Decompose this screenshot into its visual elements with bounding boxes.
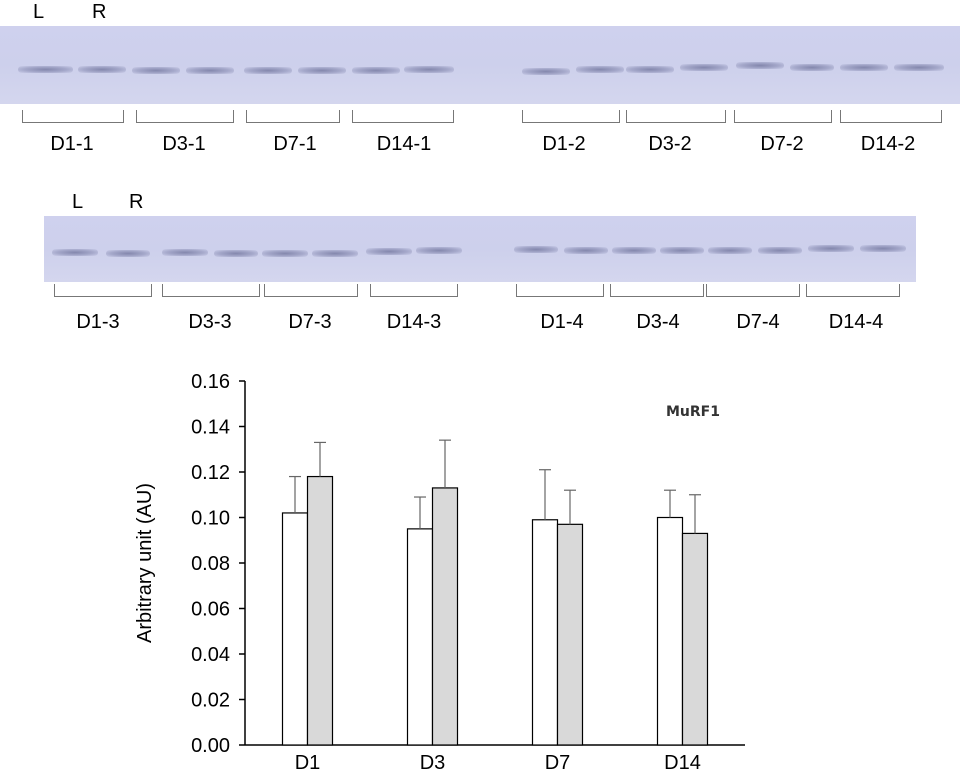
y-tick-label: 0.08 [191,553,230,575]
bar-L-D14 [656,516,684,746]
blot-band [564,247,608,254]
blot-band [416,247,462,254]
lane-label-left: L [72,191,84,213]
group-bracket [840,110,942,123]
blot-band [162,249,208,256]
blot-band [522,68,570,75]
group-bracket [264,284,358,297]
y-tick-label: 0.00 [191,735,230,757]
lane-label-right: R [92,1,107,23]
group-label: D1-3 [76,311,120,333]
blot-band [894,64,944,71]
group-label: D3-2 [648,133,692,155]
y-tick-label: 0.06 [191,599,230,621]
group-bracket [734,110,832,123]
blot-band [790,64,834,71]
blot-band [312,250,358,257]
blot-band [808,245,854,252]
blot-band [78,66,126,73]
blot-band [132,67,180,74]
y-tick-label: 0.12 [191,462,230,484]
blot-band [514,246,558,253]
y-tick-label: 0.16 [191,371,230,393]
x-tick-label: D3 [420,752,446,774]
blot-band [576,66,624,73]
blot-band [404,66,454,73]
y-tick-label: 0.04 [191,644,230,666]
group-bracket [370,284,458,297]
blot-band [660,247,704,254]
blot-band [106,250,150,257]
chart-title: MuRF1 [666,404,720,420]
bar-R-D1 [306,475,334,746]
group-bracket [806,284,900,297]
western-blot-1 [0,26,960,104]
bar-L-D1 [281,512,309,746]
group-label: D7-3 [288,311,332,333]
group-label: D14-3 [386,311,442,333]
blot-band [262,250,308,257]
group-bracket [22,110,124,123]
bar-R-D7 [556,523,584,746]
group-label: D14-4 [828,311,884,333]
y-axis-label: Arbitrary unit (AU) [134,483,156,643]
group-label: D7-2 [760,133,804,155]
blot-band [186,67,234,74]
group-bracket [516,284,604,297]
group-label: D1-4 [540,311,584,333]
bar-L-D3 [406,528,434,746]
group-label: D1-1 [50,133,94,155]
x-tick-label: D7 [545,752,571,774]
y-tick-label: 0.14 [191,417,230,439]
group-bracket [246,110,340,123]
blot-band [18,66,73,73]
blot-band [860,245,906,252]
blot-band [758,247,802,254]
group-bracket [54,284,152,297]
blot-band [244,67,292,74]
blot-band [366,248,412,255]
blot-band [52,249,98,256]
blot-band [612,247,656,254]
group-label: D7-1 [273,133,317,155]
x-tick-label: D1 [295,752,321,774]
group-bracket [610,284,704,297]
blot-band [352,67,400,74]
group-label: D7-4 [736,311,780,333]
bar-R-D3 [431,487,459,746]
blot-band [214,250,258,257]
blot-band [840,64,888,71]
lane-label-right: R [129,191,144,213]
group-label: D14-1 [376,133,432,155]
blot-band [680,64,728,71]
group-label: D14-2 [860,133,916,155]
lane-label-left: L [33,1,45,23]
group-bracket [706,284,800,297]
blot-band [708,247,752,254]
x-tick-label: D14 [664,752,701,774]
y-tick-label: 0.02 [191,690,230,712]
blot-band [626,66,674,73]
blot-band [298,67,346,74]
group-label: D3-1 [162,133,206,155]
group-bracket [522,110,620,123]
group-bracket [136,110,234,123]
group-bracket [352,110,454,123]
y-tick-label: 0.10 [191,508,230,530]
bar-R-D14 [681,532,709,746]
group-label: D1-2 [542,133,586,155]
group-bracket [626,110,726,123]
group-label: D3-3 [188,311,232,333]
western-blot-2 [44,216,916,282]
bar-L-D7 [531,519,559,746]
group-bracket [162,284,260,297]
group-label: D3-4 [636,311,680,333]
blot-band [736,62,784,69]
